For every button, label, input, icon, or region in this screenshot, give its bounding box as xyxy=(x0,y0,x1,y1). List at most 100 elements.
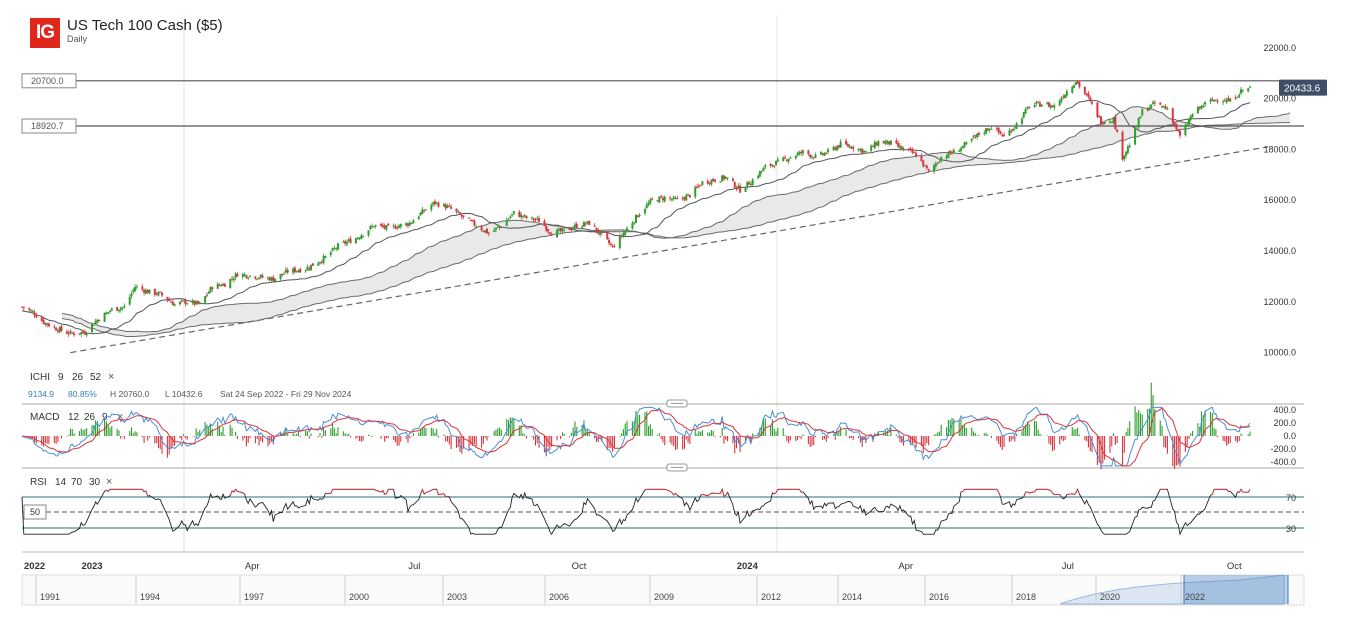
candle-body xyxy=(913,152,916,154)
candle-body xyxy=(744,188,747,192)
candle-body xyxy=(380,224,383,226)
candle-body xyxy=(33,312,36,316)
candle-body xyxy=(135,286,138,288)
candle-body xyxy=(701,181,704,185)
candle-body xyxy=(412,220,415,224)
price-axis[interactable]: 22000.0 20000.0 18000.0 16000.0 14000.0 12000… xyxy=(1263,43,1296,358)
navigator-year-label: 2000 xyxy=(349,592,369,602)
level-18920-tag[interactable]: 18920.7 xyxy=(21,118,77,134)
candle-body xyxy=(198,302,201,304)
candle-body xyxy=(636,215,639,218)
candle-body xyxy=(870,145,873,151)
candle-body xyxy=(180,300,183,302)
candle-body xyxy=(626,227,629,231)
candle-body xyxy=(28,308,31,310)
rsi-legend[interactable]: RSI 14 70 30 × xyxy=(30,476,112,488)
candle-body xyxy=(988,129,991,131)
candle-body xyxy=(207,291,210,294)
candle-body xyxy=(1026,107,1029,109)
candle-body xyxy=(405,222,408,226)
candle-body xyxy=(462,215,465,217)
candle-body xyxy=(760,170,763,172)
candle-body xyxy=(507,218,510,220)
ichimoku-legend[interactable]: ICHI 9 26 52 × xyxy=(30,371,114,383)
candle-body xyxy=(1189,116,1192,121)
candle-body xyxy=(681,198,684,200)
candle-body xyxy=(518,211,521,218)
candle-body xyxy=(1128,145,1131,148)
candle-body xyxy=(1123,155,1126,160)
candle-body xyxy=(863,150,866,152)
price-axis-tick: 22000.0 xyxy=(1263,43,1296,53)
candle-body xyxy=(69,331,72,334)
candle-body xyxy=(29,310,32,312)
time-axis[interactable]: 2022 2023 Apr Jul Oct 2024 Apr Jul Oct xyxy=(24,561,1242,572)
candle-body xyxy=(945,156,948,159)
candle-body xyxy=(710,179,713,185)
candle-body xyxy=(1184,124,1187,136)
candle-body xyxy=(685,195,688,201)
candle-body xyxy=(484,230,487,233)
candle-body xyxy=(789,157,792,159)
navigator-year-label: 2014 xyxy=(842,592,862,602)
candle-body xyxy=(1164,106,1167,109)
candle-body xyxy=(597,230,600,234)
time-axis-label: 2024 xyxy=(737,561,759,572)
candle-body xyxy=(713,179,716,182)
candle-body xyxy=(193,300,196,305)
ichimoku-label: ICHI xyxy=(30,372,50,383)
candle-body xyxy=(794,155,797,159)
candle-body xyxy=(178,301,181,305)
macd-close-icon[interactable]: × xyxy=(117,411,123,423)
navigator-selection[interactable] xyxy=(1184,575,1288,604)
candle-body xyxy=(1135,125,1138,128)
candle-body xyxy=(976,133,979,138)
candle-body xyxy=(584,223,587,225)
candle-body xyxy=(211,287,214,290)
last-price-tag[interactable]: 20433.6 xyxy=(1279,79,1327,96)
candle-body xyxy=(157,291,160,296)
candle-body xyxy=(241,273,244,277)
candle-body xyxy=(661,197,664,201)
candle-body xyxy=(983,132,986,134)
level-20700-tag[interactable]: 20700.0 xyxy=(21,73,77,89)
candle-body xyxy=(482,231,485,233)
candle-body xyxy=(1204,101,1207,105)
candle-body xyxy=(1010,130,1013,133)
candle-body xyxy=(712,178,715,182)
candle-body xyxy=(757,176,760,179)
candle-body xyxy=(949,150,952,154)
candle-body xyxy=(96,319,99,323)
candle-body xyxy=(148,289,151,294)
interval-label[interactable]: Daily xyxy=(67,34,88,44)
candle-body xyxy=(460,215,463,217)
candle-body xyxy=(80,332,83,335)
candle-body xyxy=(322,256,325,263)
candle-body xyxy=(762,167,765,172)
candle-body xyxy=(1073,85,1076,88)
candle-body xyxy=(182,300,185,302)
candle-body xyxy=(731,178,734,182)
candle-body xyxy=(1108,121,1111,123)
candle-body xyxy=(268,277,271,281)
candle-body xyxy=(356,237,359,240)
candle-body xyxy=(209,286,212,293)
support-trendline[interactable] xyxy=(70,146,1269,354)
candle-body xyxy=(947,151,950,158)
candle-body xyxy=(121,307,124,309)
candle-body xyxy=(536,218,539,220)
candle-body xyxy=(561,228,564,232)
ichimoku-close-icon[interactable]: × xyxy=(108,371,114,383)
rsi-50-tag[interactable] xyxy=(23,504,47,520)
candle-body xyxy=(459,212,462,215)
rsi-close-icon[interactable]: × xyxy=(106,476,112,488)
candle-body xyxy=(520,214,523,218)
candle-body xyxy=(1249,86,1251,88)
navigator-year-label: 1997 xyxy=(244,592,264,602)
candle-body xyxy=(231,278,234,280)
navigator-year-label: 2022 xyxy=(1185,592,1205,602)
candle-body xyxy=(304,270,307,272)
candle-body xyxy=(1060,98,1063,102)
candle-body xyxy=(457,211,460,213)
